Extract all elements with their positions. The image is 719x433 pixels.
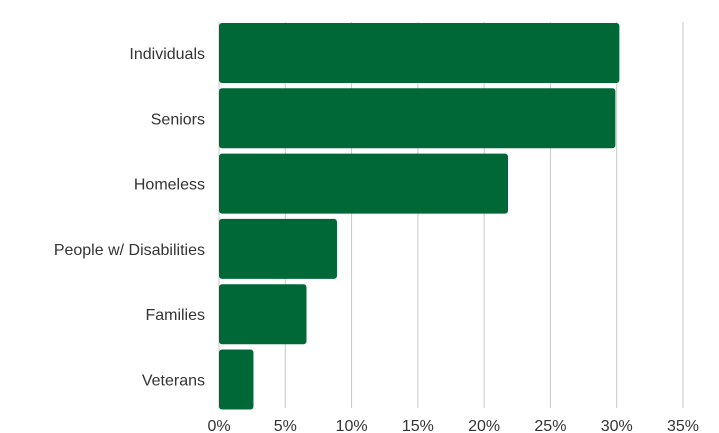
category-label: Families	[145, 307, 205, 324]
category-label: Individuals	[129, 46, 205, 63]
x-tick-label: 20%	[468, 418, 500, 433]
x-tick-label: 30%	[601, 418, 633, 433]
x-tick-label: 25%	[534, 418, 566, 433]
bar	[219, 88, 616, 149]
bar	[219, 284, 307, 345]
bar	[219, 153, 509, 214]
x-tick-label: 10%	[336, 418, 368, 433]
category-label: Veterans	[142, 373, 205, 390]
category-labels: Individuals Seniors Homeless People w/ Disa…	[54, 46, 205, 390]
bars	[219, 23, 620, 410]
category-label: People w/ Disabilities	[54, 242, 205, 259]
category-label: Seniors	[151, 111, 205, 128]
x-tick-label: 35%	[667, 418, 699, 433]
x-axis-tick-labels: 0% 5% 10% 15% 20% 25% 30% 35%	[207, 418, 699, 433]
x-tick-label: 5%	[274, 418, 297, 433]
x-tick-label: 0%	[207, 418, 230, 433]
x-tick-label: 15%	[402, 418, 434, 433]
bar	[219, 23, 620, 83]
bar	[219, 218, 337, 279]
gridlines	[218, 22, 684, 408]
category-label: Homeless	[134, 177, 205, 194]
bar	[219, 349, 254, 410]
